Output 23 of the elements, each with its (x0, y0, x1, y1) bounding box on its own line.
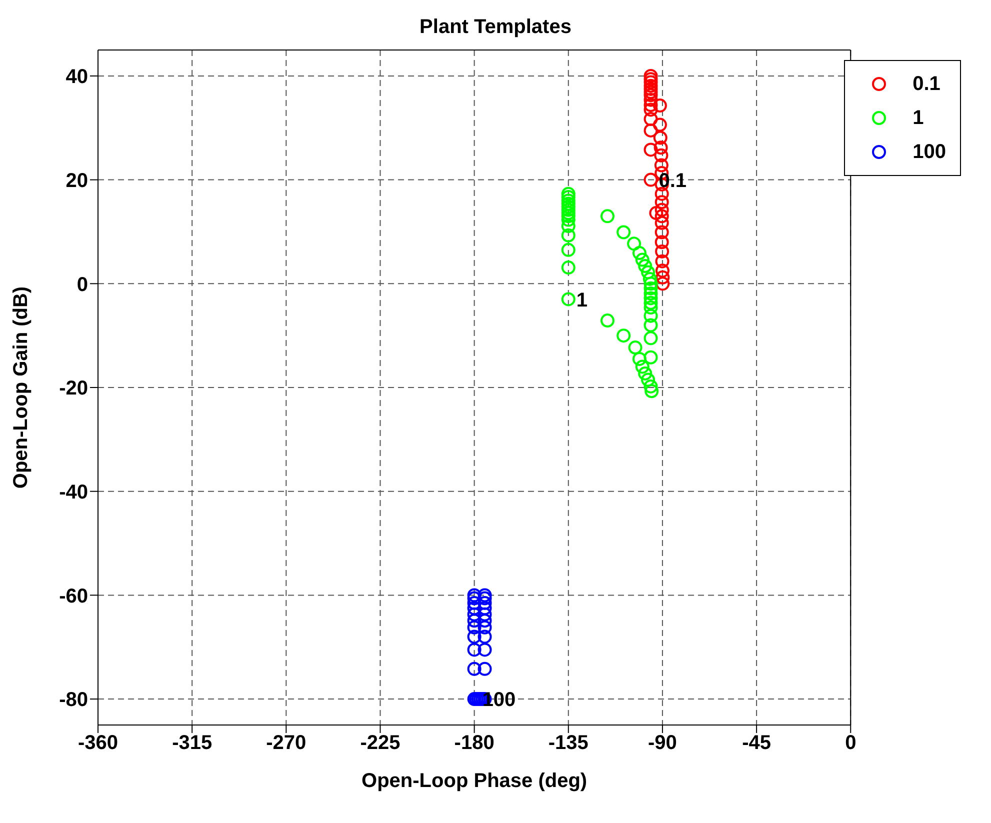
legend-label: 0.1 (912, 72, 940, 96)
x-tick-label: -135 (548, 732, 588, 754)
x-tick-label: -360 (78, 732, 118, 754)
x-axis-title: Open-Loop Phase (deg) (362, 770, 588, 792)
y-axis-title: Open-Loop Gain (dB) (10, 286, 32, 489)
x-tick-label: -45 (742, 732, 771, 754)
x-tick-label: -270 (266, 732, 306, 754)
x-tick-label: -225 (360, 732, 400, 754)
y-tick-label: 20 (66, 170, 88, 192)
annotation: 1 (576, 289, 588, 312)
y-tick-label: 40 (66, 66, 88, 88)
x-tick-label: 0 (845, 732, 856, 754)
chart-title: Plant Templates (418, 16, 572, 39)
y-tick-label: -60 (59, 585, 88, 608)
y-tick-label: -80 (59, 689, 88, 712)
y-tick-label: 0 (76, 274, 88, 296)
y-tick-label: -20 (59, 378, 88, 400)
legend-label: 100 (912, 140, 946, 164)
legend-label: 1 (912, 106, 924, 130)
x-tick-label: -315 (172, 732, 212, 754)
y-tick-label: -40 (59, 481, 88, 504)
x-tick-label: -90 (648, 732, 677, 754)
x-tick-label: -180 (454, 732, 494, 754)
